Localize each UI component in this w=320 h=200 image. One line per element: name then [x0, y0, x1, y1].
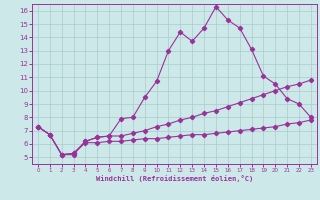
X-axis label: Windchill (Refroidissement éolien,°C): Windchill (Refroidissement éolien,°C): [96, 175, 253, 182]
